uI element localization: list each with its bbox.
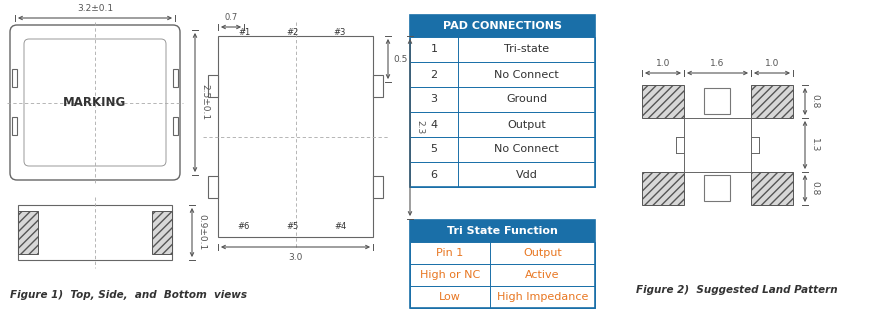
Bar [12, 69, 17, 87]
Bar [322, 40, 358, 82]
Text: Active: Active [526, 270, 560, 280]
Text: No Connect: No Connect [494, 145, 559, 155]
Bar [274, 40, 310, 82]
Text: Tri State Function: Tri State Function [447, 226, 558, 236]
Text: 2: 2 [430, 69, 438, 80]
Bar [704, 175, 730, 201]
Text: #1: #1 [238, 28, 251, 37]
Text: 2.5±0.1: 2.5±0.1 [200, 85, 209, 121]
Text: 1.3: 1.3 [810, 138, 819, 152]
Text: Tri-state: Tri-state [504, 44, 549, 54]
Bar [751, 85, 793, 118]
Text: 5: 5 [430, 145, 437, 155]
Text: #5: #5 [286, 222, 298, 231]
Bar [208, 176, 218, 198]
Bar [410, 162, 595, 187]
Bar [704, 88, 730, 114]
Bar [410, 220, 595, 308]
Text: 4: 4 [430, 120, 438, 130]
Text: 2.3: 2.3 [415, 121, 424, 135]
Bar [12, 117, 17, 135]
Bar [751, 172, 793, 205]
Text: Output: Output [507, 120, 546, 130]
Bar [410, 37, 595, 62]
Bar [322, 177, 358, 219]
Bar [18, 211, 38, 254]
Bar [274, 177, 310, 219]
Text: 3.0: 3.0 [288, 253, 303, 262]
Bar [152, 211, 172, 254]
Bar [18, 205, 172, 260]
Text: Vdd: Vdd [516, 170, 538, 179]
Text: High or NC: High or NC [420, 270, 480, 280]
Text: 1: 1 [430, 44, 437, 54]
Text: 1.0: 1.0 [765, 59, 779, 68]
Bar [642, 172, 684, 205]
Text: 0.8: 0.8 [810, 94, 819, 109]
Text: #3: #3 [334, 28, 346, 37]
Text: #6: #6 [237, 222, 251, 231]
Text: PAD CONNECTIONS: PAD CONNECTIONS [443, 21, 562, 31]
Bar [410, 264, 595, 286]
Text: 6: 6 [430, 170, 437, 179]
Text: Low: Low [439, 292, 461, 302]
Bar [410, 242, 595, 264]
Text: 1.0: 1.0 [656, 59, 670, 68]
Bar [410, 15, 595, 187]
Text: Ground: Ground [506, 95, 548, 105]
Bar [208, 75, 218, 97]
Text: #4: #4 [334, 222, 346, 231]
Bar [373, 176, 383, 198]
Text: 3: 3 [430, 95, 437, 105]
Text: #2: #2 [286, 28, 298, 37]
Bar [173, 117, 178, 135]
Bar [173, 69, 178, 87]
Bar [410, 220, 595, 242]
Bar [410, 15, 595, 37]
Bar [410, 87, 595, 112]
FancyBboxPatch shape [10, 25, 180, 180]
Text: Figure 1)  Top, Side,  and  Bottom  views: Figure 1) Top, Side, and Bottom views [10, 290, 247, 300]
Bar [226, 177, 262, 219]
Bar [410, 62, 595, 87]
Text: High Impedance: High Impedance [497, 292, 588, 302]
Bar [642, 85, 684, 118]
Bar [226, 40, 262, 82]
Bar [410, 286, 595, 308]
Text: Pin 1: Pin 1 [436, 248, 463, 258]
Text: 0.7: 0.7 [224, 13, 237, 22]
Text: 3.2±0.1: 3.2±0.1 [77, 4, 113, 13]
Text: Output: Output [523, 248, 562, 258]
Text: MARKING: MARKING [63, 96, 127, 109]
Text: Figure 2)  Suggested Land Pattern: Figure 2) Suggested Land Pattern [636, 285, 837, 295]
Bar [410, 112, 595, 137]
Text: 0.8: 0.8 [810, 181, 819, 196]
Bar [373, 75, 383, 97]
Bar [218, 36, 373, 237]
Bar [410, 137, 595, 162]
Text: No Connect: No Connect [494, 69, 559, 80]
Text: 1.6: 1.6 [710, 59, 724, 68]
Text: 0.5: 0.5 [393, 54, 407, 64]
Text: 0.9±0.1: 0.9±0.1 [197, 214, 206, 251]
FancyBboxPatch shape [24, 39, 166, 166]
